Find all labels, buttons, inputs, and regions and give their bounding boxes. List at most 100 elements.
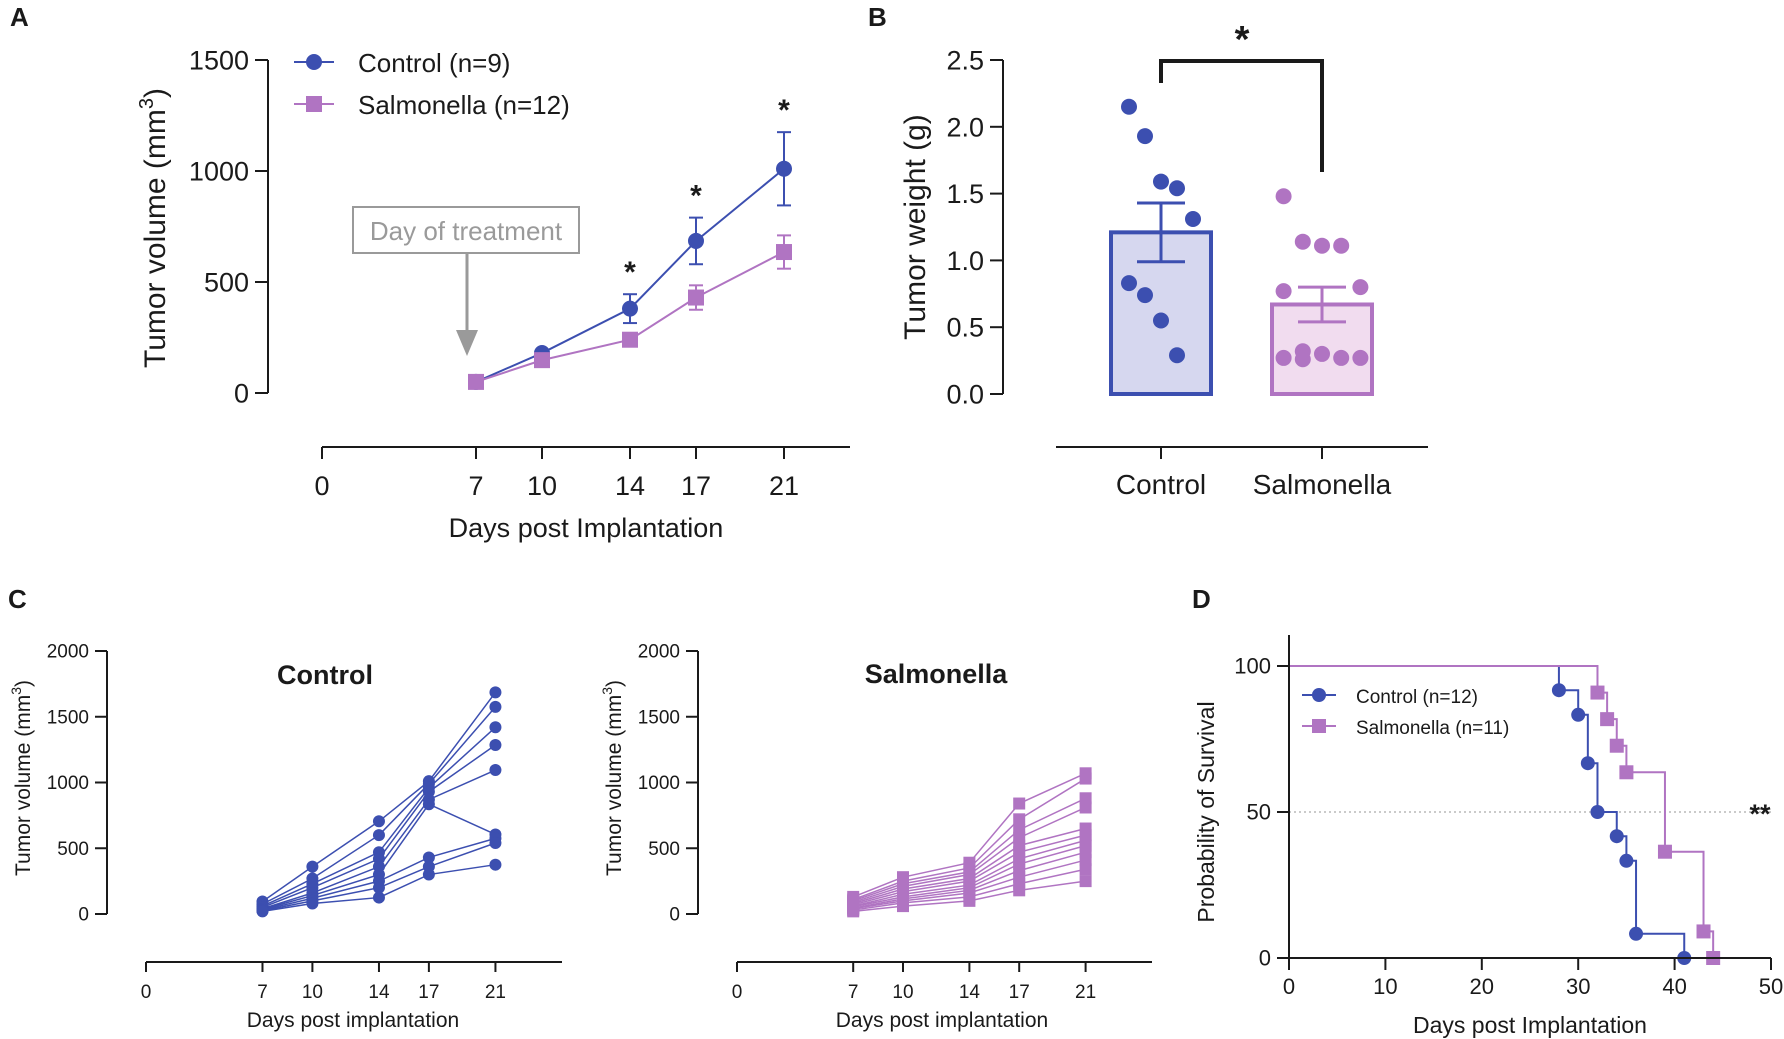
panel-b-ytick-label: 2.0 xyxy=(946,112,984,142)
panel-c-0-xtick-label: 7 xyxy=(257,982,268,1003)
panel-b-point-salmonella xyxy=(1275,349,1292,366)
panel-a-point-salmonella xyxy=(688,289,704,306)
panel-c-individual-point xyxy=(489,764,502,777)
panel-b-point-salmonella xyxy=(1352,279,1369,296)
panel-b-point-control xyxy=(1121,98,1137,115)
panel-b-point-control xyxy=(1169,180,1185,197)
panel-a-xlabel: Days post Implantation xyxy=(449,513,724,543)
panel-c-individual-point xyxy=(489,686,502,699)
panel-c-salmonella-marks: 0 500 1000 1500 2000 0 7 10 14 17 21 xyxy=(638,642,1096,1003)
panel-a-xtick-label: 14 xyxy=(615,471,645,501)
panel-a-ytick-label: 1500 xyxy=(189,45,249,75)
panel-a-point-control xyxy=(776,160,792,177)
panel-b-point-control xyxy=(1185,210,1201,227)
panel-d-event-marker xyxy=(1696,924,1711,939)
panel-c-1-ytick-label: 500 xyxy=(648,839,680,860)
panel-a-point-salmonella xyxy=(622,331,638,348)
panel-letter-b: B xyxy=(868,2,887,32)
panel-c-1-xtick-label: 0 xyxy=(732,982,743,1003)
panel-c-individual-point xyxy=(489,739,502,752)
panel-b-ytick-label: 0.5 xyxy=(946,313,984,343)
panel-c-individual-point xyxy=(422,868,435,881)
panel-a-ytick-label: 1000 xyxy=(189,156,249,186)
panel-b-point-control xyxy=(1137,128,1153,145)
panel-c-1-xtick-label: 17 xyxy=(1009,982,1030,1003)
panel-b-point-control xyxy=(1137,287,1153,304)
panel-c-individual-point xyxy=(306,897,319,910)
legend-salmonella-label: Salmonella (n=12) xyxy=(358,90,570,120)
panel-b-point-salmonella xyxy=(1275,283,1292,300)
panel-c-salmonella-xlabel: Days post implantation xyxy=(836,1009,1048,1032)
panel-c-individual-point xyxy=(1013,831,1026,844)
panel-d-event-marker xyxy=(1629,926,1644,941)
panel-c-0-xtick-label: 0 xyxy=(141,982,152,1003)
panel-a-point-salmonella xyxy=(776,244,792,261)
panel-b-point-salmonella xyxy=(1333,237,1350,254)
panel-b-ylabel: Tumor weight (g) xyxy=(899,114,932,340)
panel-c-individual-point xyxy=(1013,846,1026,859)
panel-a-point-salmonella xyxy=(534,352,550,369)
panel-b-category-label: Control xyxy=(1116,469,1206,500)
panel-c-individual-point xyxy=(1079,792,1092,805)
panel-a-point-salmonella xyxy=(468,373,484,390)
panel-c-individual-point xyxy=(897,900,909,913)
panel-c-salmonella-title: Salmonella xyxy=(865,659,1009,689)
panel-a-ytick-label: 500 xyxy=(204,267,249,297)
panel-b-point-salmonella xyxy=(1294,351,1311,368)
panel-c-individual-point xyxy=(1013,877,1026,890)
legend-d-control-marker xyxy=(1312,688,1326,702)
panel-a-annotation: Day of treatment xyxy=(352,206,580,356)
panel-c-0-ytick-label: 0 xyxy=(78,905,89,926)
panel-a-xtick-label: 17 xyxy=(681,471,711,501)
panel-b-point-control xyxy=(1153,173,1169,190)
panel-d-event-marker xyxy=(1619,853,1634,868)
panel-d-ytick-label: 0 xyxy=(1259,946,1271,971)
panel-c-1-ytick-label: 1000 xyxy=(638,773,680,794)
panel-c-1-ytick-label: 1500 xyxy=(638,707,680,728)
panel-c-individual-point xyxy=(1013,864,1026,877)
panel-letter-a: A xyxy=(10,2,29,32)
panel-c-individual-point xyxy=(422,798,435,811)
panel-b-point-salmonella xyxy=(1333,349,1350,366)
panel-b-point-salmonella xyxy=(1314,237,1330,254)
panel-c-1-xtick-label: 14 xyxy=(959,982,981,1003)
panel-d-event-marker xyxy=(1590,805,1605,819)
panel-c-individual-point xyxy=(1079,801,1092,814)
panel-c-1-ytick-label: 2000 xyxy=(638,642,680,663)
panel-c-individual-point xyxy=(1013,839,1026,852)
panel-letter-d: D xyxy=(1192,584,1211,614)
panel-c-individual-point xyxy=(372,815,385,828)
legend-salmonella-marker xyxy=(306,96,322,112)
panel-c-individual-point xyxy=(847,905,860,918)
panel-c-salmonella-ylabel: Tumor volume (mm3) xyxy=(599,680,626,876)
panel-c-individual-point xyxy=(256,905,269,918)
legend-control-marker xyxy=(306,54,322,70)
panel-c-individual-point xyxy=(1013,858,1026,871)
panel-d-xtick-label: 20 xyxy=(1470,974,1494,999)
panel-c-1-xtick-label: 10 xyxy=(892,982,913,1003)
panel-c-individual-point xyxy=(489,858,502,871)
panel-c-0-ytick-label: 1500 xyxy=(47,707,89,728)
panel-a-ytick-label: 0 xyxy=(234,378,249,408)
panel-a-point-control xyxy=(688,232,704,249)
panel-c-0-ytick-label: 1000 xyxy=(47,773,89,794)
panel-a-significance-star: * xyxy=(778,94,790,127)
panel-c-individual-point xyxy=(489,700,502,713)
panel-d-xtick-label: 10 xyxy=(1373,974,1397,999)
panel-c-individual-point xyxy=(422,851,435,864)
panel-d-marks: 0 50 100 0 10 20 30 40 50 xyxy=(1234,654,1783,999)
panel-b-ytick-label: 1.0 xyxy=(946,246,984,276)
annotation-arrowhead xyxy=(456,330,478,356)
panel-c-individual-point xyxy=(1079,875,1092,888)
panel-a-ylabel: Tumor volume (mm3) xyxy=(136,88,172,368)
annotation-box xyxy=(352,206,580,254)
panel-b-point-salmonella xyxy=(1275,188,1292,205)
panel-d-event-marker xyxy=(1600,712,1615,727)
panel-d-event-marker xyxy=(1590,685,1605,700)
panel-c-control-ylabel: Tumor volume (mm3) xyxy=(8,680,35,876)
legend-d-salmonella-marker xyxy=(1312,719,1326,733)
panel-a-marks: 0 500 1000 1500 0 7 10 14 17 21 * * * xyxy=(189,45,799,501)
panel-a-significance-star: * xyxy=(624,256,636,289)
panel-c-salmonella-chart: 0 500 1000 1500 2000 0 7 10 14 17 21 Salmonella Tu… xyxy=(599,642,1152,1032)
legend-d-salmonella-label: Salmonella (n=11) xyxy=(1356,718,1509,739)
